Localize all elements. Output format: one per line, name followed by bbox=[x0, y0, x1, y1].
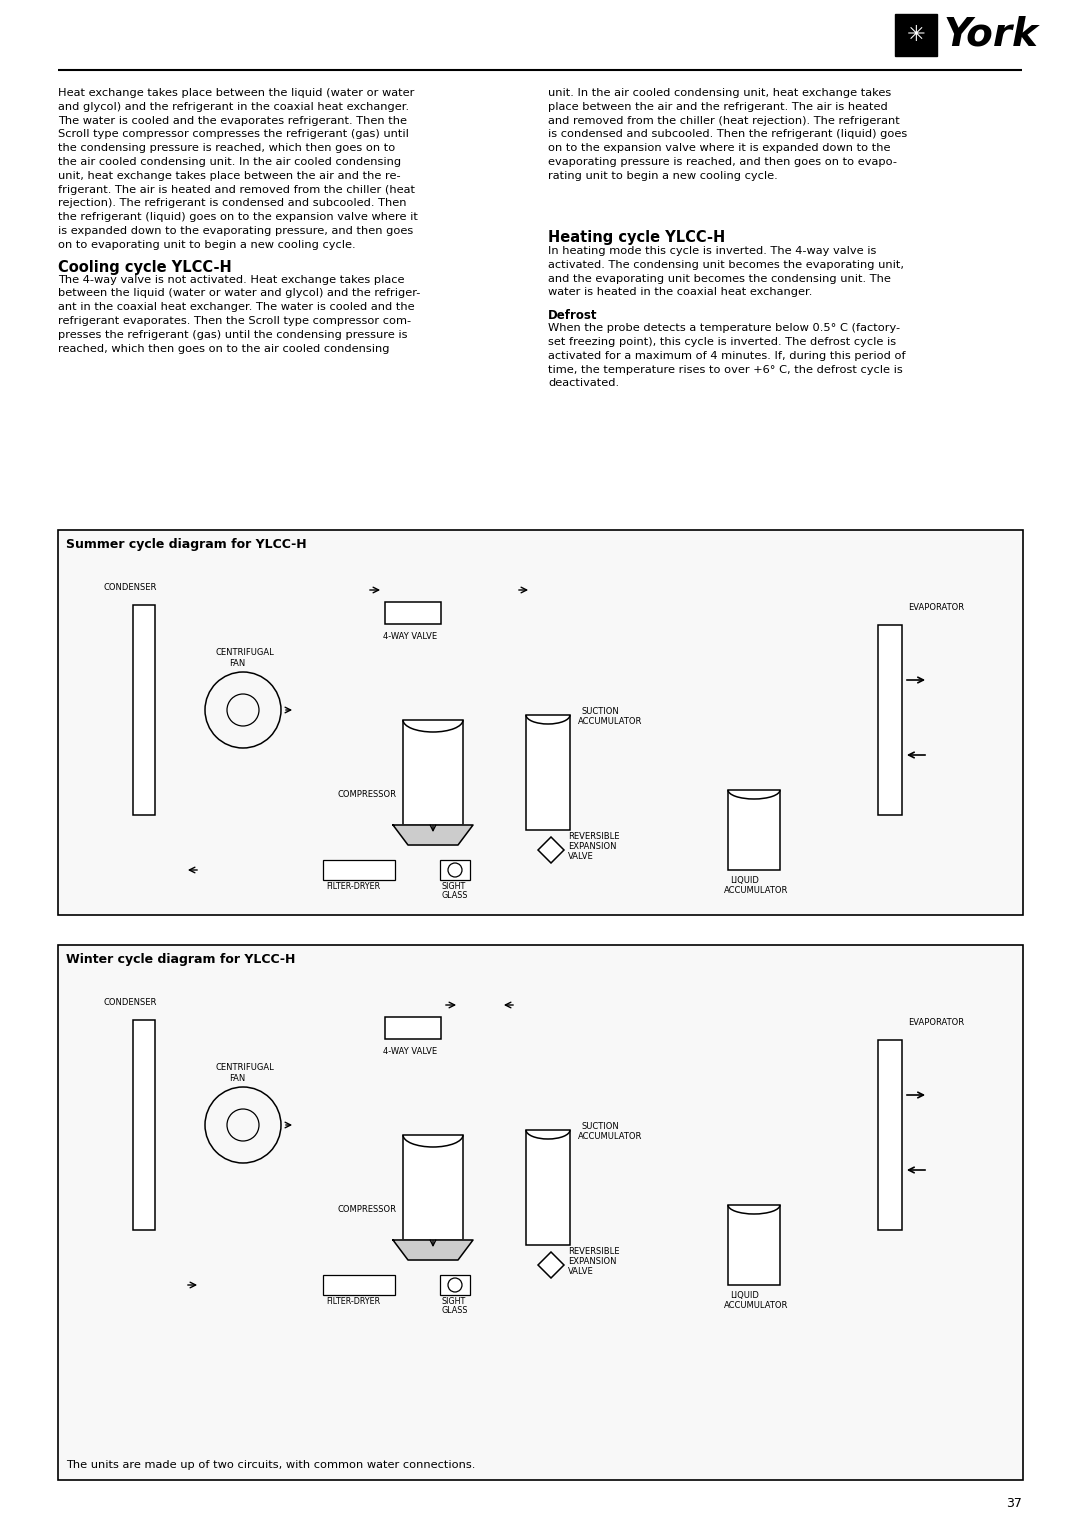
Bar bbox=[440, 860, 470, 880]
Text: LIQUID: LIQUID bbox=[730, 1290, 759, 1299]
Text: water is heated in the coaxial heat exchanger.: water is heated in the coaxial heat exch… bbox=[548, 287, 812, 298]
Text: the condensing pressure is reached, which then goes on to: the condensing pressure is reached, whic… bbox=[58, 144, 395, 153]
Text: rejection). The refrigerant is condensed and subcooled. Then: rejection). The refrigerant is condensed… bbox=[58, 199, 406, 208]
Text: between the liquid (water or water and glycol) and the refriger-: between the liquid (water or water and g… bbox=[58, 289, 420, 298]
Text: refrigerant evaporates. Then the Scroll type compressor com-: refrigerant evaporates. Then the Scroll … bbox=[58, 316, 411, 325]
Text: EXPANSION: EXPANSION bbox=[568, 1257, 617, 1266]
Bar bbox=[323, 860, 395, 880]
Bar bbox=[133, 1020, 156, 1231]
Text: ACCUMULATOR: ACCUMULATOR bbox=[724, 1301, 788, 1310]
Text: The water is cooled and the evaporates refrigerant. Then the: The water is cooled and the evaporates r… bbox=[58, 116, 407, 125]
Text: Scroll type compressor compresses the refrigerant (gas) until: Scroll type compressor compresses the re… bbox=[58, 130, 409, 139]
Bar bbox=[728, 789, 780, 870]
Bar bbox=[323, 1275, 395, 1295]
Text: VALVE: VALVE bbox=[568, 852, 594, 861]
Text: the refrigerant (liquid) goes on to the expansion valve where it: the refrigerant (liquid) goes on to the … bbox=[58, 212, 418, 223]
Text: The 4-way valve is not activated. Heat exchange takes place: The 4-way valve is not activated. Heat e… bbox=[58, 275, 405, 284]
Text: GLASS: GLASS bbox=[442, 890, 469, 899]
Bar bbox=[878, 625, 902, 815]
Text: York: York bbox=[944, 15, 1039, 53]
Text: ACCUMULATOR: ACCUMULATOR bbox=[578, 718, 643, 725]
Text: COMPRESSOR: COMPRESSOR bbox=[338, 1205, 397, 1214]
Text: CONDENSER: CONDENSER bbox=[103, 999, 157, 1006]
Text: LIQUID: LIQUID bbox=[730, 876, 759, 886]
Text: on to the expansion valve where it is expanded down to the: on to the expansion valve where it is ex… bbox=[548, 144, 891, 153]
Text: CENTRIFUGAL: CENTRIFUGAL bbox=[215, 647, 273, 657]
Text: The units are made up of two circuits, with common water connections.: The units are made up of two circuits, w… bbox=[66, 1460, 475, 1471]
Bar bbox=[133, 605, 156, 815]
Text: Heating cycle YLCC-H: Heating cycle YLCC-H bbox=[548, 231, 726, 244]
Text: CENTRIFUGAL: CENTRIFUGAL bbox=[215, 1063, 273, 1072]
Text: Cooling cycle YLCC-H: Cooling cycle YLCC-H bbox=[58, 260, 232, 275]
Text: FILTER-DRYER: FILTER-DRYER bbox=[326, 1296, 380, 1306]
Text: ACCUMULATOR: ACCUMULATOR bbox=[578, 1132, 643, 1141]
Text: Heat exchange takes place between the liquid (water or water: Heat exchange takes place between the li… bbox=[58, 89, 415, 98]
Polygon shape bbox=[393, 1240, 473, 1260]
Text: the air cooled condensing unit. In the air cooled condensing: the air cooled condensing unit. In the a… bbox=[58, 157, 401, 166]
Text: activated. The condensing unit becomes the evaporating unit,: activated. The condensing unit becomes t… bbox=[548, 260, 904, 270]
Text: In heating mode this cycle is inverted. The 4-way valve is: In heating mode this cycle is inverted. … bbox=[548, 246, 876, 257]
Text: Winter cycle diagram for YLCC-H: Winter cycle diagram for YLCC-H bbox=[66, 953, 295, 967]
Text: VALVE: VALVE bbox=[568, 1267, 594, 1277]
Text: time, the temperature rises to over +6° C, the defrost cycle is: time, the temperature rises to over +6° … bbox=[548, 365, 903, 374]
Text: 4-WAY VALVE: 4-WAY VALVE bbox=[383, 632, 437, 641]
Text: frigerant. The air is heated and removed from the chiller (heat: frigerant. The air is heated and removed… bbox=[58, 185, 415, 194]
Text: and glycol) and the refrigerant in the coaxial heat exchanger.: and glycol) and the refrigerant in the c… bbox=[58, 102, 409, 111]
Text: and the evaporating unit becomes the condensing unit. The: and the evaporating unit becomes the con… bbox=[548, 273, 891, 284]
Bar bbox=[526, 1130, 570, 1245]
Bar bbox=[403, 721, 463, 825]
Text: is condensed and subcooled. Then the refrigerant (liquid) goes: is condensed and subcooled. Then the ref… bbox=[548, 130, 907, 139]
Bar bbox=[728, 1205, 780, 1286]
Text: activated for a maximum of 4 minutes. If, during this period of: activated for a maximum of 4 minutes. If… bbox=[548, 351, 906, 360]
Bar bbox=[878, 1040, 902, 1231]
Text: COMPRESSOR: COMPRESSOR bbox=[338, 789, 397, 799]
Bar bbox=[440, 1275, 470, 1295]
Text: EVAPORATOR: EVAPORATOR bbox=[908, 603, 964, 612]
Text: GLASS: GLASS bbox=[442, 1306, 469, 1315]
Text: reached, which then goes on to the air cooled condensing: reached, which then goes on to the air c… bbox=[58, 344, 390, 354]
Bar bbox=[403, 1135, 463, 1240]
Text: SIGHT: SIGHT bbox=[442, 883, 467, 890]
Text: 37: 37 bbox=[1007, 1496, 1022, 1510]
Text: and removed from the chiller (heat rejection). The refrigerant: and removed from the chiller (heat rejec… bbox=[548, 116, 900, 125]
Text: SIGHT: SIGHT bbox=[442, 1296, 467, 1306]
Polygon shape bbox=[538, 1252, 564, 1278]
Text: place between the air and the refrigerant. The air is heated: place between the air and the refrigeran… bbox=[548, 102, 888, 111]
Text: FILTER-DRYER: FILTER-DRYER bbox=[326, 883, 380, 890]
Text: CONDENSER: CONDENSER bbox=[103, 583, 157, 592]
Text: FAN: FAN bbox=[229, 1073, 245, 1083]
Text: FAN: FAN bbox=[229, 660, 245, 667]
Text: Summer cycle diagram for YLCC-H: Summer cycle diagram for YLCC-H bbox=[66, 538, 307, 551]
Text: ✳: ✳ bbox=[907, 24, 926, 44]
Text: evaporating pressure is reached, and then goes on to evapo-: evaporating pressure is reached, and the… bbox=[548, 157, 897, 166]
Bar bbox=[58, 945, 1023, 1480]
Polygon shape bbox=[393, 825, 473, 844]
Bar bbox=[526, 715, 570, 831]
Text: presses the refrigerant (gas) until the condensing pressure is: presses the refrigerant (gas) until the … bbox=[58, 330, 407, 341]
Text: REVERSIBLE: REVERSIBLE bbox=[568, 832, 620, 841]
Text: deactivated.: deactivated. bbox=[548, 379, 619, 388]
Text: EXPANSION: EXPANSION bbox=[568, 841, 617, 851]
Bar bbox=[384, 1017, 441, 1038]
Text: ant in the coaxial heat exchanger. The water is cooled and the: ant in the coaxial heat exchanger. The w… bbox=[58, 302, 415, 312]
Text: EVAPORATOR: EVAPORATOR bbox=[908, 1019, 964, 1028]
Text: When the probe detects a temperature below 0.5° C (factory-: When the probe detects a temperature bel… bbox=[548, 324, 900, 333]
Bar bbox=[58, 530, 1023, 915]
Text: ACCUMULATOR: ACCUMULATOR bbox=[724, 886, 788, 895]
Text: 4-WAY VALVE: 4-WAY VALVE bbox=[383, 1048, 437, 1057]
Text: SUCTION: SUCTION bbox=[582, 707, 620, 716]
Text: REVERSIBLE: REVERSIBLE bbox=[568, 1248, 620, 1257]
Polygon shape bbox=[538, 837, 564, 863]
Text: SUCTION: SUCTION bbox=[582, 1122, 620, 1132]
Bar bbox=[384, 602, 441, 625]
Bar bbox=[895, 14, 937, 56]
Text: unit. In the air cooled condensing unit, heat exchange takes: unit. In the air cooled condensing unit,… bbox=[548, 89, 891, 98]
Text: set freezing point), this cycle is inverted. The defrost cycle is: set freezing point), this cycle is inver… bbox=[548, 337, 896, 347]
Text: unit, heat exchange takes place between the air and the re-: unit, heat exchange takes place between … bbox=[58, 171, 401, 180]
Text: is expanded down to the evaporating pressure, and then goes: is expanded down to the evaporating pres… bbox=[58, 226, 414, 237]
Text: Defrost: Defrost bbox=[548, 308, 597, 322]
Text: rating unit to begin a new cooling cycle.: rating unit to begin a new cooling cycle… bbox=[548, 171, 778, 180]
Text: on to evaporating unit to begin a new cooling cycle.: on to evaporating unit to begin a new co… bbox=[58, 240, 355, 250]
